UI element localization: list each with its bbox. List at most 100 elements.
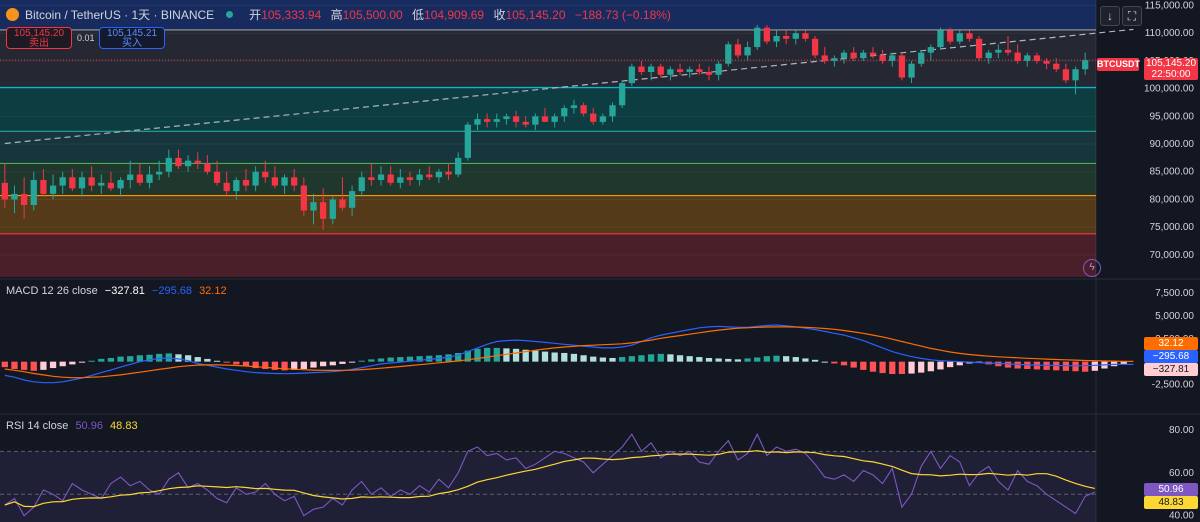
candle-body — [512, 116, 520, 122]
candle-body — [628, 66, 635, 84]
candle-body — [377, 174, 385, 181]
candle-body — [483, 119, 491, 122]
symbol-title[interactable]: Bitcoin / TetherUS · 1天 · BINANCE — [25, 8, 215, 22]
macd-histogram-bar — [107, 357, 115, 362]
macd-histogram-bar — [667, 354, 674, 362]
candle-body — [88, 177, 95, 186]
candle-body — [464, 124, 471, 158]
candle-body — [20, 193, 28, 205]
candle-body — [78, 177, 86, 189]
macd-histogram-bar — [850, 361, 857, 368]
macd-histogram-bar — [416, 356, 423, 362]
candle-body — [1043, 60, 1050, 64]
macd-hist-value: −327.81 — [104, 285, 145, 297]
macd-histogram-bar — [223, 361, 230, 363]
candle-body — [11, 193, 18, 200]
candle-body — [619, 83, 626, 106]
candle-body — [696, 69, 703, 73]
price-zone — [0, 29, 1096, 88]
fullscreen-icon[interactable]: ⛶ — [1122, 6, 1142, 26]
rsi-legend: RSI 14 close 50.96 48.83 — [6, 420, 138, 432]
macd-histogram-bar — [792, 357, 799, 362]
macd-signal-tag: 32.12 — [1144, 337, 1198, 350]
arrow-down-icon[interactable]: ↓ — [1100, 6, 1120, 26]
macd-histogram-bar — [619, 357, 626, 362]
candle-body — [889, 55, 896, 61]
macd-histogram-bar — [300, 361, 307, 369]
lightning-icon[interactable]: ϟ — [1083, 259, 1101, 277]
macd-histogram-bar — [233, 361, 240, 365]
candle-body — [937, 30, 944, 48]
macd-histogram-bar — [69, 361, 76, 365]
y-tick-label: 115,000.00 — [1145, 1, 1195, 12]
macd-histogram-bar — [744, 358, 751, 362]
chart-header: Bitcoin / TetherUS · 1天 · BINANCE 开105,3… — [6, 6, 677, 23]
candle-body — [927, 47, 934, 53]
candle-body — [1082, 60, 1089, 70]
macd-histogram-bar — [368, 359, 375, 362]
candle-body — [532, 116, 539, 125]
candle-body — [638, 66, 645, 73]
macd-histogram-bar — [204, 358, 211, 362]
candle-body — [281, 177, 288, 186]
rsi-y-tick-label: 60.00 — [1169, 468, 1194, 479]
macd-histogram-bar — [956, 361, 963, 366]
macd-histogram-bar — [802, 358, 809, 362]
sell-button[interactable]: 105,145.20 卖出 — [6, 27, 72, 49]
candle-body — [1, 182, 8, 200]
rsi-value: 50.96 — [75, 420, 103, 432]
candle-body — [474, 119, 481, 125]
candle-body — [541, 116, 549, 122]
macd-histogram-bar — [908, 361, 915, 374]
macd-histogram-bar — [609, 357, 616, 362]
macd-histogram-bar — [1072, 361, 1079, 372]
macd-histogram-bar — [445, 354, 452, 362]
macd-histogram-bar — [676, 355, 684, 362]
last-price: 105,145.20 — [1145, 58, 1197, 69]
candle-body — [213, 171, 221, 183]
candle-body — [869, 52, 877, 56]
macd-histogram-bar — [397, 357, 404, 362]
candle-body — [1014, 52, 1021, 61]
buy-price: 105,145.21 — [106, 28, 158, 39]
macd-histogram-bar — [705, 357, 713, 362]
candle-body — [98, 182, 105, 186]
low-value: 104,909.69 — [424, 8, 485, 22]
rsi-y-tick-label: 80.00 — [1169, 425, 1194, 436]
macd-histogram-bar — [754, 357, 761, 362]
candle-body — [811, 38, 819, 56]
candle-body — [946, 30, 954, 42]
macd-histogram-bar — [503, 348, 510, 362]
candle-body — [840, 52, 848, 59]
macd-histogram-bar — [638, 355, 645, 362]
candle-body — [821, 55, 828, 61]
price-zone — [0, 131, 1096, 164]
price-zone — [0, 87, 1096, 132]
macd-histogram-bar — [377, 358, 385, 362]
sell-label: 卖出 — [29, 38, 49, 49]
macd-histogram-bar — [136, 355, 144, 362]
candle-body — [455, 157, 462, 175]
candle-body — [1062, 69, 1070, 81]
candle-body — [300, 185, 307, 211]
macd-histogram-bar — [291, 361, 298, 370]
candle-body — [107, 182, 115, 189]
close-value: 105,145.20 — [505, 8, 566, 22]
macd-histogram-bar — [281, 361, 288, 371]
macd-histogram-bar — [1082, 361, 1089, 372]
macd-histogram-bar — [11, 361, 18, 369]
open-value: 105,333.94 — [261, 8, 322, 22]
candle-body — [792, 33, 799, 39]
candle-body — [908, 63, 915, 78]
buy-button[interactable]: 105,145.21 买入 — [99, 27, 165, 49]
candle-body — [850, 52, 857, 59]
candle-body — [59, 177, 66, 186]
y-tick-label: 90,000.00 — [1150, 139, 1195, 150]
macd-histogram-bar — [426, 355, 433, 362]
macd-histogram-bar — [821, 361, 828, 363]
candle-body — [262, 171, 269, 178]
candle-body — [368, 177, 375, 181]
macd-histogram-bar — [512, 348, 520, 362]
macd-histogram-bar — [831, 361, 838, 364]
